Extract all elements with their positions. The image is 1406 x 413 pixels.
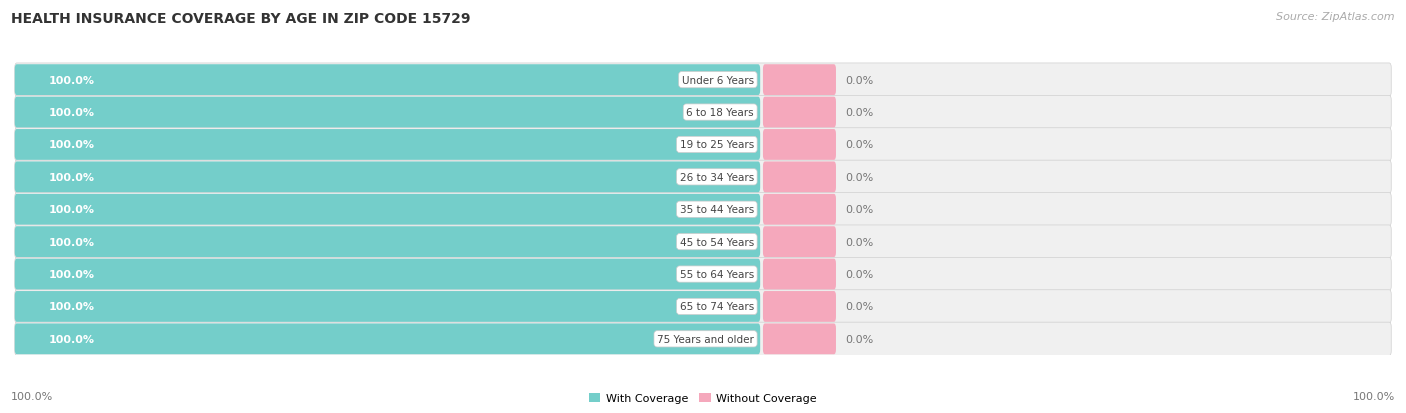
- Text: 100.0%: 100.0%: [48, 334, 94, 344]
- FancyBboxPatch shape: [14, 225, 1392, 259]
- FancyBboxPatch shape: [763, 162, 837, 193]
- FancyBboxPatch shape: [763, 97, 837, 128]
- FancyBboxPatch shape: [14, 97, 761, 128]
- Text: 0.0%: 0.0%: [845, 302, 873, 312]
- FancyBboxPatch shape: [763, 324, 837, 354]
- FancyBboxPatch shape: [14, 96, 1392, 129]
- FancyBboxPatch shape: [14, 162, 761, 193]
- FancyBboxPatch shape: [763, 291, 837, 322]
- FancyBboxPatch shape: [14, 193, 1392, 226]
- Legend: With Coverage, Without Coverage: With Coverage, Without Coverage: [585, 388, 821, 408]
- Text: 0.0%: 0.0%: [845, 269, 873, 279]
- Text: 100.0%: 100.0%: [48, 237, 94, 247]
- FancyBboxPatch shape: [763, 130, 837, 160]
- Text: 0.0%: 0.0%: [845, 140, 873, 150]
- FancyBboxPatch shape: [14, 323, 1392, 356]
- Text: 0.0%: 0.0%: [845, 237, 873, 247]
- Text: 6 to 18 Years: 6 to 18 Years: [686, 108, 754, 118]
- FancyBboxPatch shape: [763, 227, 837, 257]
- Text: 0.0%: 0.0%: [845, 334, 873, 344]
- FancyBboxPatch shape: [14, 128, 1392, 162]
- Text: 100.0%: 100.0%: [48, 108, 94, 118]
- Text: 55 to 64 Years: 55 to 64 Years: [679, 269, 754, 279]
- FancyBboxPatch shape: [763, 65, 837, 96]
- Text: 100.0%: 100.0%: [48, 302, 94, 312]
- Text: 100.0%: 100.0%: [1353, 391, 1395, 401]
- Text: 100.0%: 100.0%: [48, 140, 94, 150]
- FancyBboxPatch shape: [14, 227, 761, 257]
- Text: 0.0%: 0.0%: [845, 172, 873, 183]
- FancyBboxPatch shape: [14, 161, 1392, 194]
- Text: 65 to 74 Years: 65 to 74 Years: [679, 302, 754, 312]
- Text: 0.0%: 0.0%: [845, 205, 873, 215]
- FancyBboxPatch shape: [763, 259, 837, 290]
- Text: Under 6 Years: Under 6 Years: [682, 76, 754, 85]
- Text: 100.0%: 100.0%: [11, 391, 53, 401]
- FancyBboxPatch shape: [14, 130, 761, 160]
- FancyBboxPatch shape: [14, 65, 761, 96]
- Text: 0.0%: 0.0%: [845, 108, 873, 118]
- Text: 35 to 44 Years: 35 to 44 Years: [679, 205, 754, 215]
- Text: 75 Years and older: 75 Years and older: [657, 334, 754, 344]
- Text: 26 to 34 Years: 26 to 34 Years: [679, 172, 754, 183]
- Text: 100.0%: 100.0%: [48, 269, 94, 279]
- Text: HEALTH INSURANCE COVERAGE BY AGE IN ZIP CODE 15729: HEALTH INSURANCE COVERAGE BY AGE IN ZIP …: [11, 12, 471, 26]
- Text: 19 to 25 Years: 19 to 25 Years: [679, 140, 754, 150]
- FancyBboxPatch shape: [763, 195, 837, 225]
- FancyBboxPatch shape: [14, 259, 761, 290]
- FancyBboxPatch shape: [14, 195, 761, 225]
- Text: 100.0%: 100.0%: [48, 172, 94, 183]
- FancyBboxPatch shape: [14, 290, 1392, 323]
- FancyBboxPatch shape: [14, 291, 761, 322]
- Text: 45 to 54 Years: 45 to 54 Years: [679, 237, 754, 247]
- Text: 0.0%: 0.0%: [845, 76, 873, 85]
- FancyBboxPatch shape: [14, 324, 761, 354]
- Text: 100.0%: 100.0%: [48, 205, 94, 215]
- FancyBboxPatch shape: [14, 258, 1392, 291]
- Text: 100.0%: 100.0%: [48, 76, 94, 85]
- Text: Source: ZipAtlas.com: Source: ZipAtlas.com: [1277, 12, 1395, 22]
- FancyBboxPatch shape: [14, 64, 1392, 97]
